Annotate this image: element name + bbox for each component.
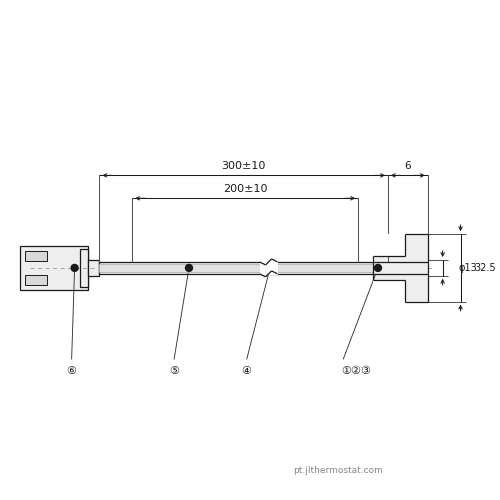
Bar xyxy=(260,261,278,275)
Bar xyxy=(100,262,373,274)
Text: 32.5: 32.5 xyxy=(474,263,496,273)
Text: ④: ④ xyxy=(242,366,252,376)
Text: 300±10: 300±10 xyxy=(222,162,266,172)
Bar xyxy=(100,264,373,272)
Text: ⑤: ⑤ xyxy=(169,366,179,376)
Bar xyxy=(25,275,46,285)
Text: ⑥: ⑥ xyxy=(66,366,76,376)
Bar xyxy=(373,234,428,302)
Bar xyxy=(25,251,46,261)
Bar xyxy=(88,260,100,276)
Bar xyxy=(373,262,428,274)
Circle shape xyxy=(374,264,382,272)
Circle shape xyxy=(71,264,78,272)
Bar xyxy=(80,249,88,287)
Text: 200±10: 200±10 xyxy=(223,184,268,194)
Circle shape xyxy=(186,264,192,272)
Bar xyxy=(373,234,405,256)
Text: 6: 6 xyxy=(404,162,411,172)
Text: φ13: φ13 xyxy=(458,263,477,273)
Bar xyxy=(20,246,87,290)
Text: pt.jlthermostat.com: pt.jlthermostat.com xyxy=(294,466,383,475)
Bar xyxy=(373,280,405,301)
Text: ①②③: ①②③ xyxy=(341,366,371,376)
